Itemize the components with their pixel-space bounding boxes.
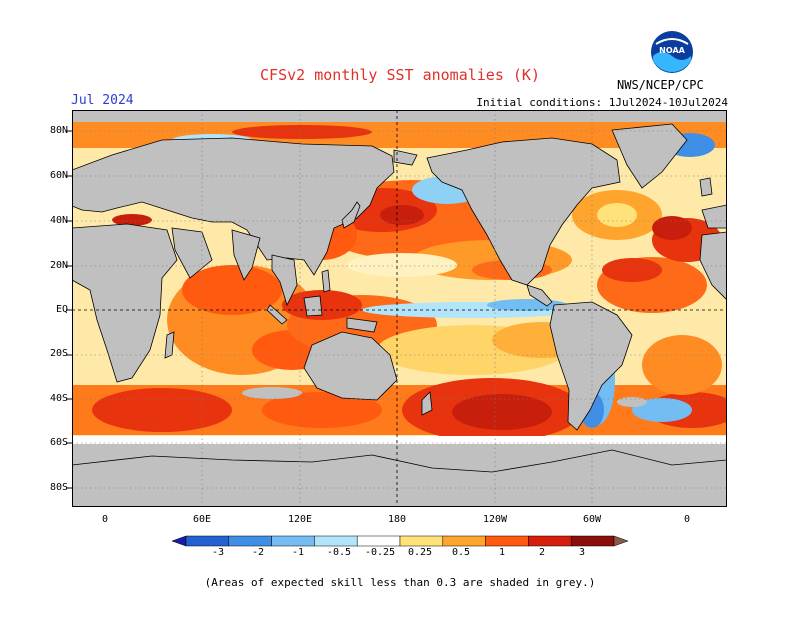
new-guinea [346,317,378,333]
equator-dateline [72,110,727,507]
colorbar-min-arrow [172,535,187,547]
map-frame [72,110,727,507]
colorbar-segment [356,535,401,547]
new-zealand [421,391,433,416]
borneo [303,295,323,317]
colorbar-label: -1 [291,547,305,558]
colorbar-label: 0.25 [407,547,433,558]
colorbar [172,535,628,547]
lat-label: 20N [49,260,68,271]
lon-label: 0 [101,514,109,525]
lon-label: 120E [287,514,313,525]
lat-ticks [66,130,72,489]
north-america [426,137,621,286]
indian-subcontinent [231,229,261,281]
south-america [549,301,633,431]
lat-label: 80S [49,482,68,493]
lat-label: 60S [49,437,68,448]
iberia [701,204,727,229]
colorbar-label: -3 [211,547,225,558]
colorbar-segment [528,535,572,547]
indochina [271,254,298,307]
skill-footnote: (Areas of expected skill less than 0.3 a… [204,576,596,589]
colorbar-segment [570,535,615,547]
lat-label: 40S [49,393,68,404]
colorbar-label: -2 [251,547,265,558]
colorbar-label: -0.25 [364,547,396,558]
africa-west-edge [699,231,727,301]
colorbar-label: 0.5 [451,547,471,558]
colorbar-segment [185,535,230,547]
initial-conditions: Initial conditions: 1Jul2024-10Jul2024 [476,96,728,109]
lat-label: EQ [55,304,68,315]
philippines [321,269,331,293]
colorbar-label: 1 [498,547,506,558]
sst-anomaly-map [72,110,727,507]
chart-title: CFSv2 monthly SST anomalies (K) [260,66,540,84]
lat-label: 80N [49,125,68,136]
australia [303,331,398,401]
antarctica [72,449,727,507]
lon-label: 60W [582,514,602,525]
graticule [72,110,727,507]
eurasia [72,137,395,276]
britain [699,177,713,197]
lat-label: 40N [49,215,68,226]
agency-label: NWS/NCEP/CPC [617,78,704,92]
colorbar-segment [228,535,272,547]
greenland [611,123,688,189]
colorbar-label: 2 [538,547,546,558]
colorbar-max-arrow [613,535,628,547]
lon-label: 120W [482,514,508,525]
colorbar-segment [271,535,315,547]
colorbar-segment [485,535,529,547]
logo-text: NOAA [659,46,685,55]
lon-label: 60E [192,514,212,525]
colorbar-segment [442,535,486,547]
lat-label: 60N [49,170,68,181]
colorbar-label: -0.5 [326,547,352,558]
land-masses [72,123,727,507]
forecast-month: Jul 2024 [71,93,134,108]
lon-label: 180 [387,514,407,525]
colorbar-segment [314,535,358,547]
lat-label: 20S [49,348,68,359]
central-america [526,284,553,307]
colorbar-segment [399,535,444,547]
japan [341,201,361,229]
africa [72,223,178,383]
chukotka [393,149,418,166]
lon-label: 0 [683,514,691,525]
colorbar-label: 3 [578,547,586,558]
noaa-logo: NOAA [651,31,693,73]
